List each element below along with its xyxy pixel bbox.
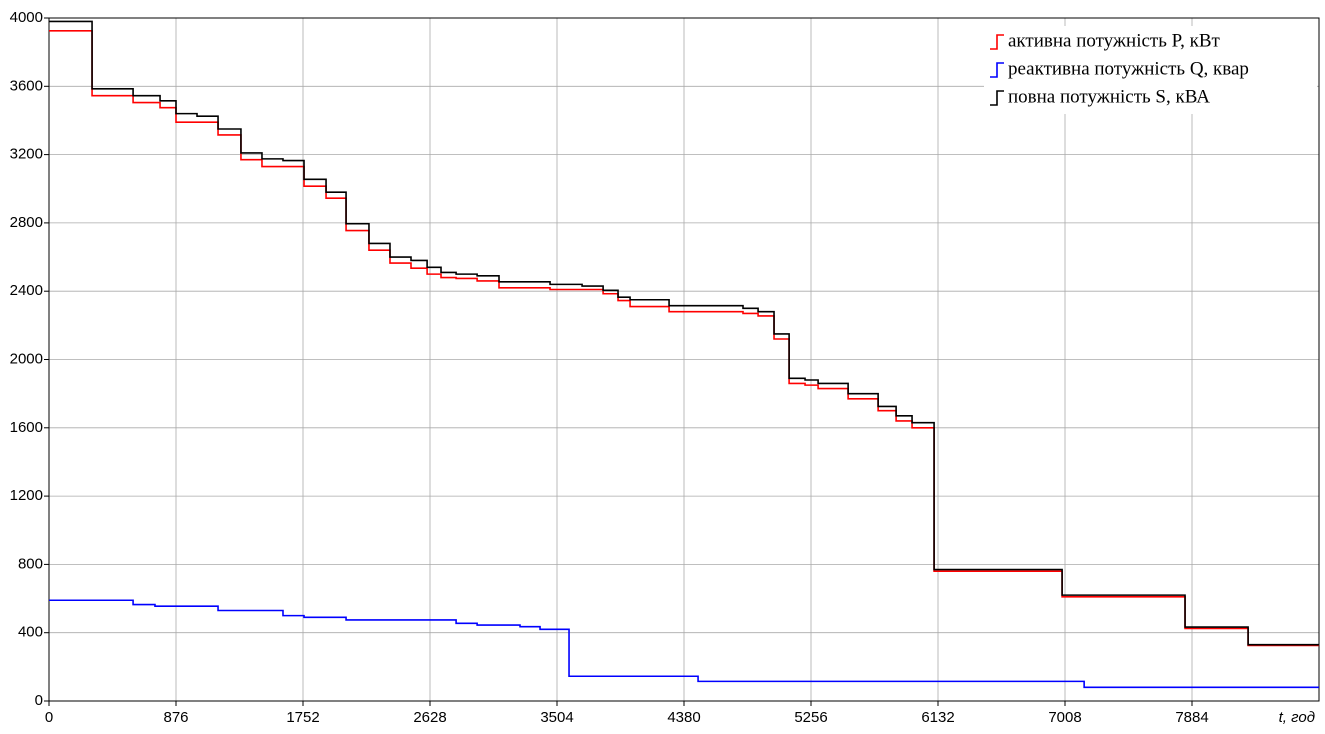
plot-frame	[48, 17, 1320, 702]
x-tick-label: 1752	[286, 709, 319, 726]
legend-box	[984, 26, 1317, 114]
x-tick-label: 7008	[1048, 709, 1081, 726]
legend-swatch	[990, 62, 1004, 78]
x-tick-label: 3504	[540, 709, 573, 726]
y-tick-label: 400	[18, 624, 43, 641]
x-axis-label: t, год	[1279, 709, 1315, 726]
x-tick-label: 2628	[413, 709, 446, 726]
y-tick-label: 3200	[10, 146, 43, 163]
step-line	[49, 599, 1319, 689]
x-tick-label: 4380	[667, 709, 700, 726]
step-line	[49, 20, 1319, 646]
y-tick-label: 0	[35, 692, 43, 709]
x-tick-label: 0	[45, 709, 53, 726]
legend-swatch	[990, 90, 1004, 106]
legend-swatch	[990, 34, 1004, 50]
y-tick-label: 4000	[10, 9, 43, 26]
y-tick-label: 2800	[10, 214, 43, 231]
step-line	[49, 30, 1319, 647]
y-tick-label: 2000	[10, 350, 43, 367]
x-tick-label: 5256	[794, 709, 827, 726]
y-tick-label: 800	[18, 555, 43, 572]
x-tick-label: 6132	[921, 709, 954, 726]
legend-label: активна потужність P, кВт	[1008, 30, 1221, 51]
y-tick-label: 3600	[10, 77, 43, 94]
legend-label: реактивна потужність Q, квар	[1008, 58, 1249, 79]
y-tick-label: 2400	[10, 282, 43, 299]
y-tick-label: 1200	[10, 487, 43, 504]
legend-label: повна потужність S, кВА	[1008, 86, 1210, 107]
x-tick-label: 7884	[1175, 709, 1208, 726]
x-tick-label: 876	[163, 709, 188, 726]
y-tick-label: 1600	[10, 419, 43, 436]
